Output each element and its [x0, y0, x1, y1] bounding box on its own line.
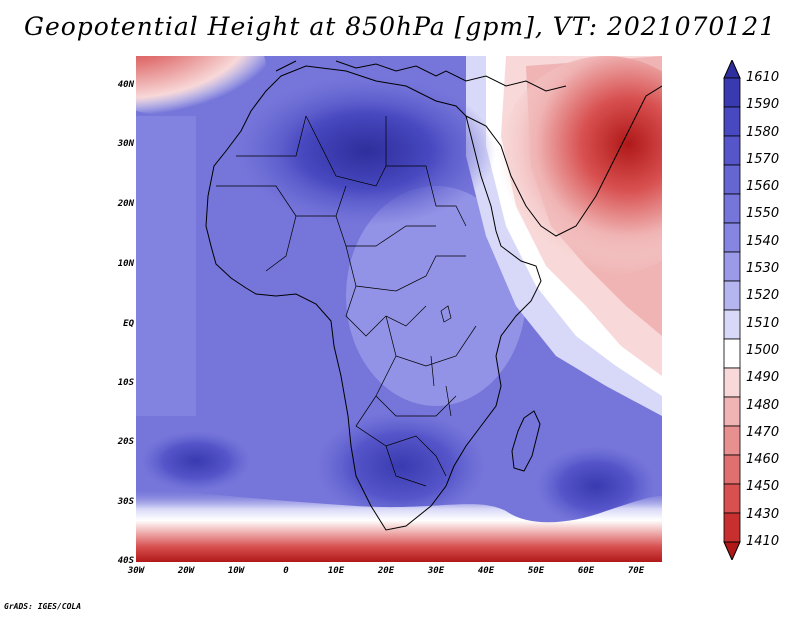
colorbar-swatch: [723, 280, 741, 311]
rift-lakes: [430, 355, 452, 417]
colorbar-label: 1490: [746, 370, 780, 386]
colorbar-label: 1520: [746, 288, 780, 304]
africa-coastline: [205, 65, 542, 531]
colorbar-swatch: [723, 309, 741, 340]
colorbar-swatch: [723, 106, 741, 137]
height-field-map: [136, 56, 662, 562]
colorbar-label: 1510: [746, 315, 780, 331]
lon-label: 30E: [427, 566, 445, 576]
colorbar-swatch: [723, 193, 741, 224]
colorbar-label: 1430: [746, 506, 780, 522]
atlantic-high: [141, 431, 251, 491]
lat-label: 10N: [117, 259, 134, 269]
colorbar-swatch: [723, 77, 741, 108]
colorbar-label: 1450: [746, 479, 780, 495]
colorbar-swatch: [723, 512, 741, 543]
map-title: Geopotential Height at 850hPa [gpm], VT:…: [23, 12, 777, 41]
colorbar-swatch: [723, 222, 741, 253]
internal-borders: [216, 115, 477, 487]
colorbar-swatch: [723, 396, 741, 427]
map-panel: [136, 56, 662, 562]
sahara-high: [236, 76, 496, 226]
country-borders: [216, 115, 477, 487]
colorbar-bottom-arrow: [723, 541, 741, 560]
colorbar-swatch: [723, 425, 741, 456]
lat-label: 10S: [117, 378, 134, 388]
arabia-coastline: [465, 85, 662, 237]
nw-low: [136, 56, 266, 116]
colorbar-label: 1560: [746, 179, 780, 195]
colorbar-top-arrow: [723, 60, 741, 79]
colorbar-swatch: [723, 483, 741, 514]
colorbar-label: 1470: [746, 424, 780, 440]
lat-label: EQ: [123, 319, 134, 329]
lon-label: 20E: [377, 566, 395, 576]
coastlines: [205, 60, 662, 531]
credit-text: GrADS: IGES/COLA: [4, 602, 82, 611]
colorbar-swatch: [723, 454, 741, 485]
colorbar-label: 1550: [746, 206, 780, 222]
lat-label: 30N: [117, 139, 134, 149]
lat-label: 20N: [117, 199, 134, 209]
colorbar-label: 1410: [746, 534, 780, 549]
europe-coastline: [275, 60, 567, 92]
colorbar-label: 1500: [746, 342, 780, 358]
colorbar-swatch: [723, 135, 741, 166]
colorbar-label: 1570: [746, 151, 780, 167]
colorbar-swatch: [723, 338, 741, 369]
colorbar-label: 1530: [746, 261, 780, 277]
lon-label: 40E: [477, 566, 495, 576]
lat-label: 40N: [117, 80, 134, 90]
lon-label: 50E: [527, 566, 545, 576]
colorbar-label: 1540: [746, 233, 780, 249]
madagascar-coastline: [511, 410, 541, 472]
southern-ocean-low: [136, 486, 662, 562]
lake-victoria: [440, 305, 452, 323]
colorbar-label: 1580: [746, 124, 780, 140]
lon-label: 20W: [177, 566, 195, 576]
colorbar-label: 1590: [746, 97, 780, 113]
lon-label: 30W: [127, 566, 145, 576]
colorbar-swatch: [723, 367, 741, 398]
colorbar-label: 1610: [746, 70, 780, 85]
east-africa-field: [346, 186, 526, 406]
colorbar-label: 1480: [746, 397, 780, 413]
lat-label: 30S: [117, 497, 134, 507]
lon-label: 10W: [227, 566, 245, 576]
colorbar-swatch: [723, 251, 741, 282]
colorbar-swatch: [723, 164, 741, 195]
lat-label: 40S: [117, 556, 134, 566]
colorbar-label: 1460: [746, 452, 780, 468]
lon-label: 60E: [577, 566, 595, 576]
colorbar: [723, 60, 741, 560]
lon-label: 70E: [627, 566, 645, 576]
atlantic-field: [136, 116, 196, 416]
lon-label: 0: [283, 566, 289, 576]
lat-label: 20S: [117, 437, 134, 447]
south-africa-high: [316, 411, 486, 521]
lon-label: 10E: [327, 566, 345, 576]
